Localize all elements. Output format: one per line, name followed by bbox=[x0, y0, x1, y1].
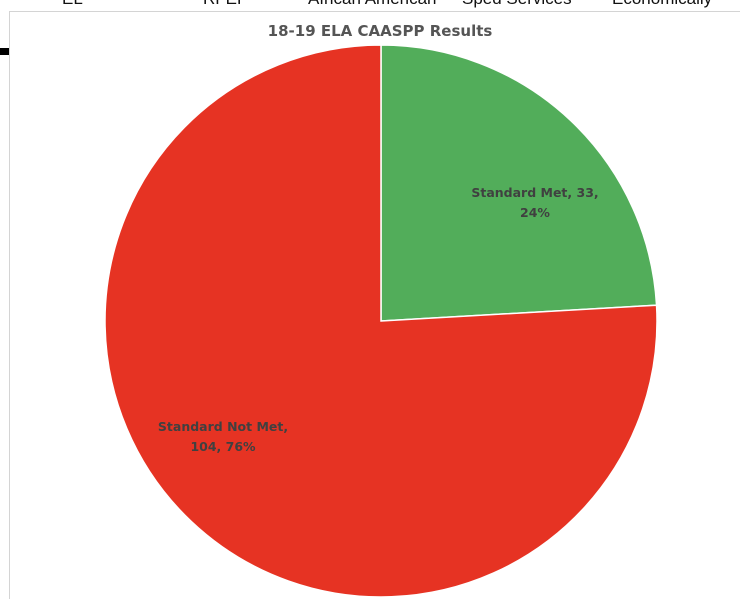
row-marker bbox=[0, 48, 9, 55]
slice-label-line: 24% bbox=[520, 205, 550, 220]
column-header-african-american: African American bbox=[308, 0, 437, 9]
slice-label-line: 104, 76% bbox=[190, 439, 256, 454]
column-header-economically: Economically bbox=[612, 0, 712, 9]
pie-slices bbox=[104, 44, 658, 598]
column-header-sped-services: Sped Services bbox=[462, 0, 572, 9]
chart-title: 18-19 ELA CAASPP Results bbox=[268, 22, 493, 40]
slice-label-standard-not-met: Standard Not Met, 104, 76% bbox=[158, 419, 288, 454]
column-header-rfep: RFEP bbox=[203, 0, 248, 9]
slice-label-standard-met: Standard Met, 33, 24% bbox=[471, 185, 598, 220]
chart-area: 18-19 ELA CAASPP Results Standard Met, 3… bbox=[9, 11, 740, 599]
slice-label-line: Standard Met, 33, bbox=[471, 185, 598, 200]
column-header-el: EL bbox=[62, 0, 83, 9]
pie-slice-standard-met bbox=[380, 44, 658, 322]
pie-chart: 18-19 ELA CAASPP Results Standard Met, 3… bbox=[104, 22, 658, 598]
slice-labels: Standard Met, 33, 24% Standard Not Met, 104… bbox=[158, 185, 599, 454]
pie-slice-standard-not-met bbox=[104, 44, 658, 598]
slice-label-line: Standard Not Met, bbox=[158, 419, 288, 434]
cut-off-column-headers: EL RFEP African American Sped Services E… bbox=[0, 0, 740, 11]
